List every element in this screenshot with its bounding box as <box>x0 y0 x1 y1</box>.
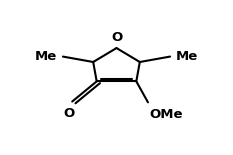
Text: OMe: OMe <box>149 108 183 121</box>
Text: O: O <box>63 107 74 120</box>
Text: Me: Me <box>176 50 198 63</box>
Text: Me: Me <box>35 50 57 63</box>
Text: O: O <box>111 31 122 44</box>
